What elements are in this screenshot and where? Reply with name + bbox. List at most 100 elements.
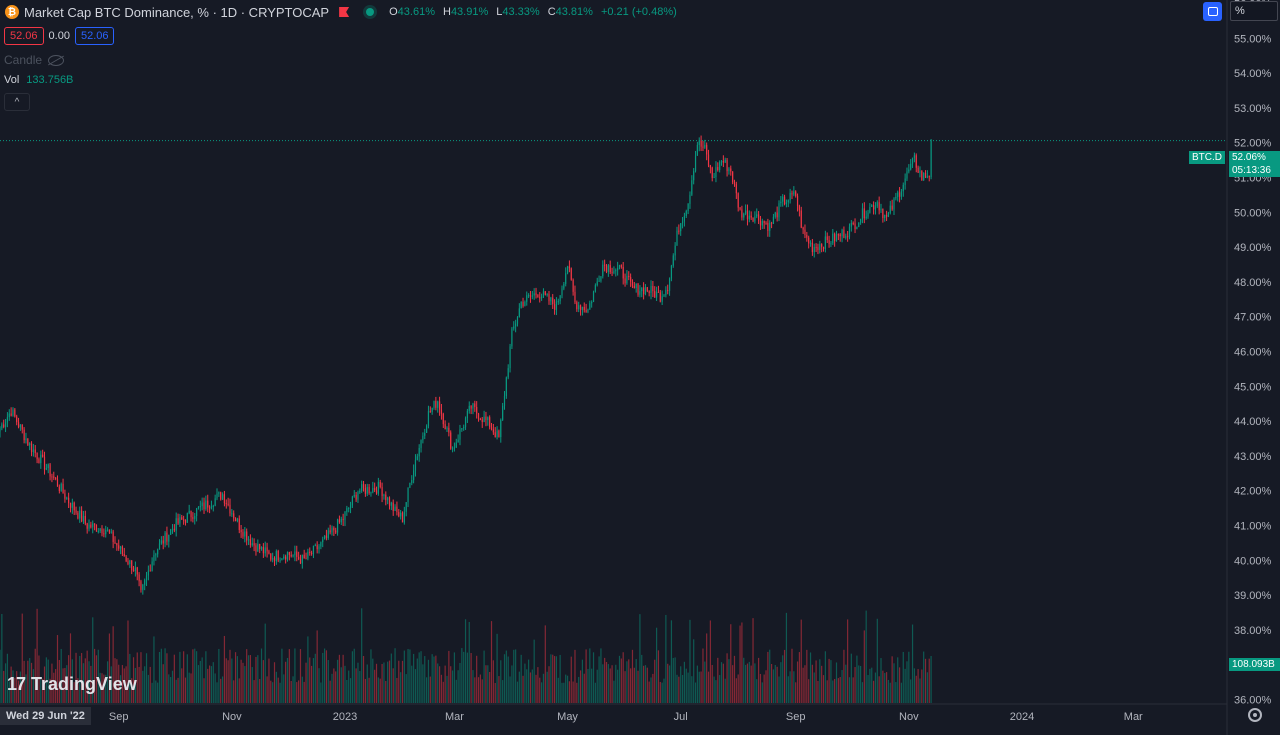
volume-bar — [147, 674, 149, 703]
volume-bar — [158, 651, 161, 703]
candle-body — [644, 287, 647, 295]
volume-bar — [767, 651, 769, 703]
flag-icon[interactable] — [339, 7, 350, 17]
volume-legend[interactable]: Vol 133.756B — [4, 74, 73, 86]
candle-body — [687, 203, 689, 212]
candle-body — [203, 502, 205, 510]
candle-body — [175, 518, 177, 531]
volume-bar — [164, 648, 166, 703]
volume-bar — [455, 679, 457, 703]
volume-bar — [342, 654, 344, 703]
volume-bar — [860, 665, 862, 703]
candle-body — [496, 430, 498, 438]
axis-mode-button[interactable]: % — [1230, 1, 1278, 21]
volume-bar — [155, 680, 157, 703]
volume-bar — [433, 656, 435, 703]
candle-body — [559, 295, 561, 302]
candle-body — [563, 283, 565, 289]
volume-bar — [787, 676, 789, 703]
candle-legend[interactable]: Candle — [4, 53, 65, 67]
candle-body — [251, 543, 253, 546]
candle-body — [594, 285, 596, 292]
x-tick-label: Sep — [109, 711, 129, 723]
volume-bar — [4, 663, 7, 703]
candle-body — [544, 291, 546, 295]
candle-body — [379, 481, 381, 488]
candle-body — [262, 546, 264, 554]
candle-body — [8, 413, 10, 418]
candle-body — [780, 201, 782, 204]
candle-body — [615, 270, 617, 272]
candle-body — [481, 419, 483, 423]
candle-body — [116, 543, 118, 546]
y-tick-label: 44.00% — [1234, 416, 1272, 428]
x-tick-label: 2023 — [333, 711, 357, 723]
candle-body — [257, 543, 259, 552]
volume-bar — [472, 670, 474, 703]
eye-hidden-icon[interactable] — [48, 54, 65, 66]
volume-bar — [136, 652, 138, 703]
candle-body — [483, 416, 485, 423]
volume-bar — [62, 668, 64, 703]
volume-bar — [479, 674, 481, 703]
volume-bar — [683, 661, 686, 703]
volume-bar — [227, 660, 229, 703]
candle-body — [92, 523, 94, 528]
candle-body — [761, 221, 763, 226]
symbol-header: ₿ Market Cap BTC Dominance, % · 1D · CRY… — [5, 4, 677, 20]
volume-bar — [863, 630, 865, 703]
volume-bar — [168, 674, 170, 703]
gear-icon[interactable] — [1248, 708, 1262, 722]
volume-bar — [14, 677, 16, 703]
volume-bar — [897, 657, 899, 703]
volume-bar — [659, 681, 661, 703]
volume-bar — [589, 648, 591, 703]
candle-body — [813, 247, 815, 253]
candle-body — [151, 561, 153, 572]
symbol-title[interactable]: Market Cap BTC Dominance, % · 1D · CRYPT… — [24, 4, 330, 20]
candle-body — [12, 409, 14, 416]
volume-bar — [394, 648, 396, 703]
volume-bar — [691, 676, 693, 703]
candle-body — [273, 558, 276, 562]
candle-body — [459, 429, 461, 440]
candle-body — [440, 409, 443, 414]
volume-bar — [902, 651, 904, 703]
candle-body — [769, 222, 771, 231]
auto-scale-button[interactable] — [1203, 2, 1222, 21]
candle-body — [822, 246, 825, 249]
candle-body — [856, 226, 858, 230]
candle-body — [680, 223, 682, 232]
auto-scale-icon — [1207, 7, 1218, 16]
volume-bar — [157, 682, 159, 703]
candle-body — [201, 502, 203, 507]
volume-bar — [913, 668, 915, 703]
candle-body — [613, 271, 615, 273]
candle-body — [819, 244, 821, 250]
volume-bar — [21, 613, 23, 703]
volume-bar — [355, 668, 357, 703]
volume-bar — [735, 678, 737, 703]
symbol-tag: BTC.D — [1189, 151, 1225, 164]
ohlc-high: H43.91% — [442, 6, 489, 18]
volume-bar — [336, 659, 339, 703]
x-tick-label: Nov — [899, 711, 919, 723]
volume-bar — [824, 651, 826, 703]
candle-body — [97, 530, 99, 532]
volume-bar — [427, 659, 430, 703]
y-tick-label: 54.00% — [1234, 68, 1272, 80]
candle-body — [757, 214, 760, 221]
candle-body — [733, 182, 736, 184]
volume-bar — [552, 654, 554, 703]
ask-button[interactable]: 52.06 — [74, 27, 115, 45]
candle-body — [923, 173, 925, 180]
volume-bar — [346, 680, 348, 703]
volume-bar — [813, 672, 815, 703]
tradingview-logo[interactable]: 17 TradingView — [7, 674, 137, 695]
candle-body — [626, 275, 628, 284]
collapse-legend-button[interactable]: ^ — [4, 93, 30, 111]
volume-bar — [138, 666, 140, 703]
bid-button[interactable]: 52.06 — [4, 27, 44, 45]
volume-bar — [179, 651, 181, 703]
